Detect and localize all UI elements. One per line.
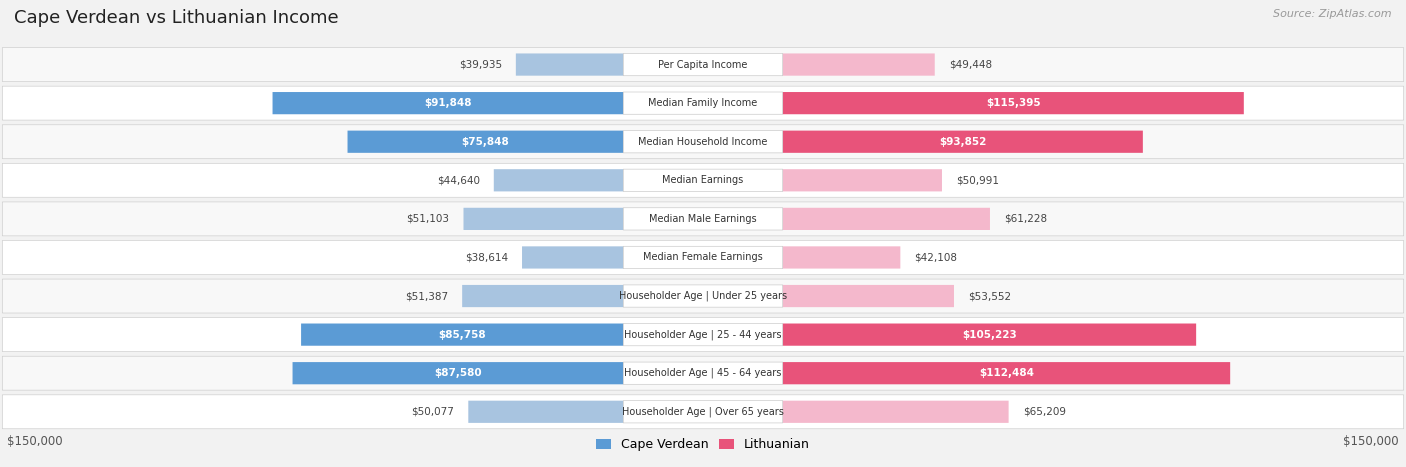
Text: Cape Verdean vs Lithuanian Income: Cape Verdean vs Lithuanian Income — [14, 9, 339, 28]
FancyBboxPatch shape — [347, 131, 623, 153]
Text: $150,000: $150,000 — [7, 435, 63, 448]
FancyBboxPatch shape — [783, 401, 1008, 423]
Text: $112,484: $112,484 — [979, 368, 1033, 378]
Legend: Cape Verdean, Lithuanian: Cape Verdean, Lithuanian — [592, 433, 814, 456]
FancyBboxPatch shape — [783, 324, 1197, 346]
Text: Per Capita Income: Per Capita Income — [658, 60, 748, 70]
FancyBboxPatch shape — [464, 208, 623, 230]
FancyBboxPatch shape — [783, 247, 900, 269]
Text: $42,108: $42,108 — [914, 253, 957, 262]
FancyBboxPatch shape — [623, 324, 783, 346]
Text: $61,228: $61,228 — [1004, 214, 1047, 224]
Text: Median Family Income: Median Family Income — [648, 98, 758, 108]
Text: Median Earnings: Median Earnings — [662, 175, 744, 185]
Text: Householder Age | Under 25 years: Householder Age | Under 25 years — [619, 291, 787, 301]
FancyBboxPatch shape — [623, 362, 783, 384]
FancyBboxPatch shape — [783, 362, 1230, 384]
FancyBboxPatch shape — [623, 53, 783, 76]
FancyBboxPatch shape — [3, 279, 1403, 313]
FancyBboxPatch shape — [292, 362, 623, 384]
FancyBboxPatch shape — [3, 125, 1403, 159]
Text: Householder Age | 45 - 64 years: Householder Age | 45 - 64 years — [624, 368, 782, 378]
FancyBboxPatch shape — [623, 208, 783, 230]
Text: $51,103: $51,103 — [406, 214, 450, 224]
FancyBboxPatch shape — [463, 285, 623, 307]
FancyBboxPatch shape — [273, 92, 623, 114]
FancyBboxPatch shape — [783, 208, 990, 230]
Text: $50,991: $50,991 — [956, 175, 1000, 185]
FancyBboxPatch shape — [623, 131, 783, 153]
FancyBboxPatch shape — [623, 401, 783, 423]
Text: $50,077: $50,077 — [412, 407, 454, 417]
FancyBboxPatch shape — [623, 246, 783, 269]
Text: Median Male Earnings: Median Male Earnings — [650, 214, 756, 224]
FancyBboxPatch shape — [3, 202, 1403, 236]
Text: $115,395: $115,395 — [986, 98, 1040, 108]
Text: Source: ZipAtlas.com: Source: ZipAtlas.com — [1274, 9, 1392, 19]
Text: $93,852: $93,852 — [939, 137, 987, 147]
FancyBboxPatch shape — [783, 92, 1244, 114]
Text: $38,614: $38,614 — [465, 253, 508, 262]
FancyBboxPatch shape — [3, 318, 1403, 352]
Text: Median Household Income: Median Household Income — [638, 137, 768, 147]
Text: $49,448: $49,448 — [949, 60, 991, 70]
FancyBboxPatch shape — [3, 395, 1403, 429]
FancyBboxPatch shape — [522, 247, 623, 269]
FancyBboxPatch shape — [3, 163, 1403, 197]
FancyBboxPatch shape — [3, 48, 1403, 82]
Text: $53,552: $53,552 — [969, 291, 1011, 301]
Text: $75,848: $75,848 — [461, 137, 509, 147]
Text: $39,935: $39,935 — [458, 60, 502, 70]
Text: $105,223: $105,223 — [962, 330, 1017, 340]
FancyBboxPatch shape — [783, 131, 1143, 153]
Text: Median Female Earnings: Median Female Earnings — [643, 253, 763, 262]
FancyBboxPatch shape — [623, 92, 783, 114]
FancyBboxPatch shape — [3, 86, 1403, 120]
Text: $91,848: $91,848 — [425, 98, 471, 108]
FancyBboxPatch shape — [468, 401, 623, 423]
Text: $44,640: $44,640 — [437, 175, 479, 185]
Text: Householder Age | Over 65 years: Householder Age | Over 65 years — [621, 407, 785, 417]
Text: $85,758: $85,758 — [439, 330, 486, 340]
FancyBboxPatch shape — [516, 53, 623, 76]
Text: $51,387: $51,387 — [405, 291, 449, 301]
FancyBboxPatch shape — [3, 241, 1403, 275]
FancyBboxPatch shape — [494, 169, 623, 191]
FancyBboxPatch shape — [623, 285, 783, 307]
FancyBboxPatch shape — [783, 53, 935, 76]
Text: $150,000: $150,000 — [1343, 435, 1399, 448]
Text: $87,580: $87,580 — [434, 368, 482, 378]
FancyBboxPatch shape — [623, 169, 783, 191]
Text: Householder Age | 25 - 44 years: Householder Age | 25 - 44 years — [624, 329, 782, 340]
FancyBboxPatch shape — [783, 285, 955, 307]
FancyBboxPatch shape — [3, 356, 1403, 390]
FancyBboxPatch shape — [301, 324, 623, 346]
FancyBboxPatch shape — [783, 169, 942, 191]
Text: $65,209: $65,209 — [1022, 407, 1066, 417]
